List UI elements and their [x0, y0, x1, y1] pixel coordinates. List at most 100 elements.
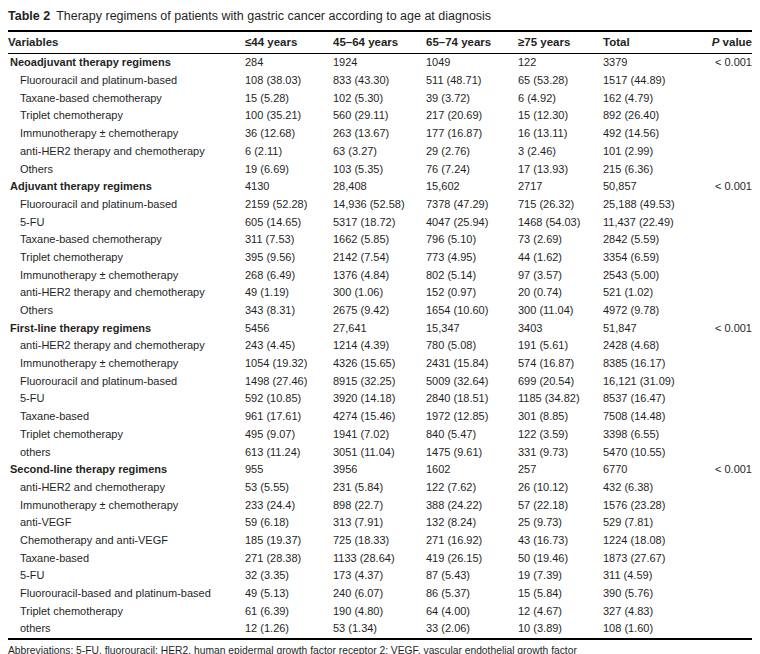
table-row: Immunotherapy ± chemotherapy233 (24.4)89…	[8, 496, 752, 514]
value-cell: 271 (16.92)	[426, 532, 518, 550]
value-cell: 892 (26.40)	[603, 107, 699, 125]
value-cell: 1133 (28.64)	[333, 549, 426, 567]
value-cell: 419 (26.15)	[426, 549, 518, 567]
table-row: anti-HER2 therapy and chemotherapy6 (2.1…	[8, 142, 752, 160]
value-cell: 2159 (52.28)	[245, 196, 333, 214]
section-total-cell: 955	[245, 461, 333, 479]
value-cell: 395 (9.56)	[245, 249, 333, 267]
table-row: 5-FU605 (14.65)5317 (18.72)4047 (25.94)1…	[8, 213, 752, 231]
row-label: anti-HER2 therapy and chemotherapy	[8, 142, 245, 160]
value-cell: 560 (29.11)	[333, 107, 426, 125]
row-label: 5-FU	[8, 567, 245, 585]
value-cell: 44 (1.62)	[518, 249, 603, 267]
section-total-cell: 1602	[426, 461, 518, 479]
pvalue-cell	[699, 107, 752, 125]
value-cell: 311 (7.53)	[245, 231, 333, 249]
value-cell: 240 (6.07)	[333, 585, 426, 603]
value-cell: 63 (3.27)	[333, 142, 426, 160]
pvalue-cell	[699, 302, 752, 320]
value-cell: 390 (5.76)	[603, 585, 699, 603]
value-cell: 8385 (16.17)	[603, 355, 699, 373]
value-cell: 432 (6.38)	[603, 479, 699, 497]
value-cell: 11,437 (22.49)	[603, 213, 699, 231]
value-cell: 7378 (47.29)	[426, 196, 518, 214]
row-label: anti-HER2 therapy and chemotherapy	[8, 284, 245, 302]
table-2-figure: Table 2Therapy regimens of patients with…	[0, 0, 760, 654]
value-cell: 1517 (44.89)	[603, 72, 699, 90]
value-cell: 605 (14.65)	[245, 213, 333, 231]
table-row: 5-FU32 (3.35)173 (4.37)87 (5.43)19 (7.39…	[8, 567, 752, 585]
value-cell: 177 (16.87)	[426, 125, 518, 143]
value-cell: 2428 (4.68)	[603, 337, 699, 355]
pvalue-cell	[699, 125, 752, 143]
row-label: Triplet chemotherapy	[8, 425, 245, 443]
row-label: Fluorouracil and platinum-based	[8, 72, 245, 90]
value-cell: 59 (6.18)	[245, 514, 333, 532]
pvalue-cell	[699, 355, 752, 373]
section-total-cell: 6770	[603, 461, 699, 479]
value-cell: 725 (18.33)	[333, 532, 426, 550]
value-cell: 301 (8.85)	[518, 408, 603, 426]
value-cell: 20 (0.74)	[518, 284, 603, 302]
table-title: Table 2Therapy regimens of patients with…	[8, 8, 752, 24]
value-cell: 49 (5.13)	[245, 585, 333, 603]
section-header-row: Second-line therapy regimens955395616022…	[8, 461, 752, 479]
pvalue-cell	[699, 620, 752, 639]
pvalue-cell	[699, 408, 752, 426]
pvalue-cell	[699, 496, 752, 514]
value-cell: 64 (4.00)	[426, 602, 518, 620]
value-cell: 8537 (16.47)	[603, 390, 699, 408]
value-cell: 243 (4.45)	[245, 337, 333, 355]
row-label: Fluorouracil and platinum-based	[8, 372, 245, 390]
table-row: Immunotherapy ± chemotherapy36 (12.68)26…	[8, 125, 752, 143]
row-label: Taxane-based chemotherapy	[8, 89, 245, 107]
row-label: Taxane-based chemotherapy	[8, 231, 245, 249]
value-cell: 2431 (15.84)	[426, 355, 518, 373]
table-row: Triplet chemotherapy61 (6.39)190 (4.80)6…	[8, 602, 752, 620]
value-cell: 49 (1.19)	[245, 284, 333, 302]
value-cell: 7508 (14.48)	[603, 408, 699, 426]
value-cell: 1376 (4.84)	[333, 266, 426, 284]
value-cell: 3354 (6.59)	[603, 249, 699, 267]
pvalue-cell	[699, 425, 752, 443]
column-header-65-74: 65–74 years	[426, 31, 518, 54]
table-row: Triplet chemotherapy395 (9.56)2142 (7.54…	[8, 249, 752, 267]
row-label: 5-FU	[8, 213, 245, 231]
pvalue-cell	[699, 532, 752, 550]
value-cell: 1475 (9.61)	[426, 443, 518, 461]
value-cell: 1054 (19.32)	[245, 355, 333, 373]
value-cell: 1214 (4.39)	[333, 337, 426, 355]
table-row: Fluorouracil and platinum-based108 (38.0…	[8, 72, 752, 90]
table-label: Table 2	[8, 9, 50, 23]
value-cell: 4274 (15.46)	[333, 408, 426, 426]
value-cell: 5470 (10.55)	[603, 443, 699, 461]
table-row: Triplet chemotherapy495 (9.07)1941 (7.02…	[8, 425, 752, 443]
value-cell: 25,188 (49.53)	[603, 196, 699, 214]
value-cell: 15 (5.28)	[245, 89, 333, 107]
value-cell: 780 (5.08)	[426, 337, 518, 355]
section-total-cell: 3956	[333, 461, 426, 479]
value-cell: 1185 (34.82)	[518, 390, 603, 408]
row-label: anti-VEGF	[8, 514, 245, 532]
section-header-row: Neoadjuvant therapy regimens284192410491…	[8, 54, 752, 72]
section-label: First-line therapy regimens	[8, 319, 245, 337]
value-cell: 162 (4.79)	[603, 89, 699, 107]
value-cell: 1468 (54.03)	[518, 213, 603, 231]
pvalue-cell	[699, 142, 752, 160]
pvalue-cell	[699, 89, 752, 107]
value-cell: 1224 (18.08)	[603, 532, 699, 550]
value-cell: 57 (22.18)	[518, 496, 603, 514]
pvalue-cell	[699, 549, 752, 567]
value-cell: 86 (5.37)	[426, 585, 518, 603]
value-cell: 3 (2.46)	[518, 142, 603, 160]
row-label: others	[8, 443, 245, 461]
therapy-regimens-table: Variables ≤44 years 45–64 years 65–74 ye…	[8, 30, 752, 640]
value-cell: 12 (1.26)	[245, 620, 333, 639]
value-cell: 2543 (5.00)	[603, 266, 699, 284]
row-label: 5-FU	[8, 390, 245, 408]
pvalue-cell	[699, 567, 752, 585]
value-cell: 33 (2.06)	[426, 620, 518, 639]
value-cell: 511 (48.71)	[426, 72, 518, 90]
value-cell: 592 (10.85)	[245, 390, 333, 408]
table-row: Taxane-based271 (28.38)1133 (28.64)419 (…	[8, 549, 752, 567]
